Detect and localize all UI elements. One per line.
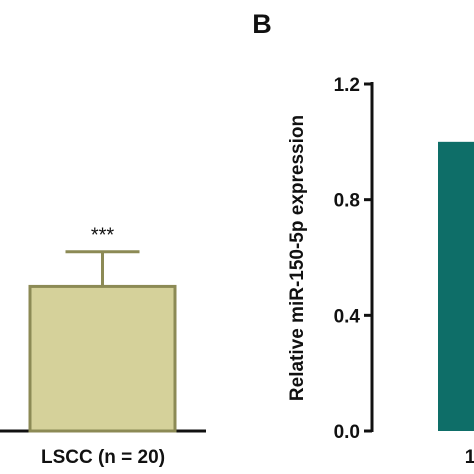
panel-b-letter: B xyxy=(252,9,272,39)
panel-b-y-axis-label: Relative miR-150-5p expression xyxy=(287,115,308,401)
panel-b-bar xyxy=(438,141,474,432)
panel-a-significance: *** xyxy=(91,225,115,247)
panel-a-category-label: LSCC (n = 20) xyxy=(41,447,165,468)
panel-b-y-tick-label: 0.8 xyxy=(334,191,360,212)
panel-b-y-tick-label: 1.2 xyxy=(334,75,360,96)
panel-a: *** xyxy=(0,225,206,433)
panel-b-y-tick-label: 0.4 xyxy=(334,306,361,327)
panel-b-y-tick-label: 0.0 xyxy=(334,422,360,443)
panel-b-category-label: 1 xyxy=(465,447,474,468)
panel-b: 0.0 0.4 0.8 1.2 xyxy=(334,75,474,443)
panel-a-bar xyxy=(28,284,177,433)
